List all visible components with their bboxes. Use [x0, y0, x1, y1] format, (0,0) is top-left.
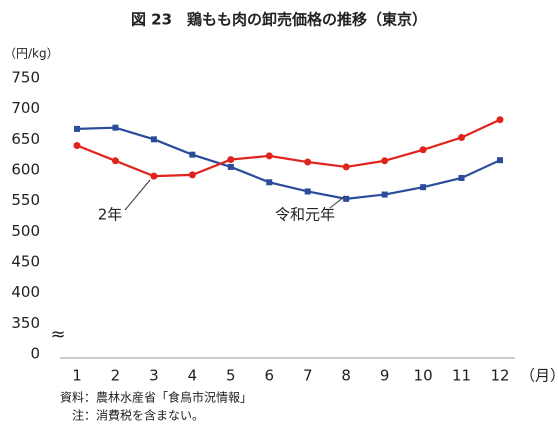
- marker: [112, 124, 119, 131]
- x-tick-label: 10: [414, 367, 433, 385]
- footnote: 注：消費税を含まない。: [72, 408, 204, 423]
- y-tick-label: 350: [11, 314, 40, 332]
- x-axis-label: （月）: [520, 367, 558, 385]
- x-tick-label: 2: [111, 367, 121, 385]
- y-tick-label: 550: [11, 191, 40, 209]
- marker: [73, 141, 81, 149]
- marker: [265, 152, 273, 160]
- leader-line: [329, 195, 346, 209]
- x-tick-label: 8: [341, 367, 351, 385]
- marker: [189, 151, 196, 158]
- y-tick-label: 650: [11, 130, 40, 148]
- marker: [342, 163, 350, 171]
- x-tick-label: 11: [452, 367, 471, 385]
- series-line: [76, 126, 501, 200]
- marker: [150, 136, 157, 143]
- marker: [458, 174, 465, 181]
- x-tick-label: 9: [380, 367, 390, 385]
- marker: [227, 156, 235, 164]
- marker: [496, 116, 504, 124]
- marker: [343, 195, 350, 202]
- x-tick-label: 4: [188, 367, 198, 385]
- marker: [266, 179, 273, 186]
- marker: [381, 191, 388, 198]
- marker: [150, 172, 158, 180]
- leader-line: [124, 179, 151, 211]
- y-tick-label: 750: [11, 69, 40, 87]
- y-tick-label: 450: [11, 253, 40, 271]
- y-tick-label: 400: [11, 283, 40, 301]
- x-tick-label: 7: [303, 367, 313, 385]
- marker: [458, 133, 466, 141]
- chart-title: 図 23 鶏もも肉の卸売価格の推移（東京）: [131, 11, 427, 29]
- series-line: [76, 118, 501, 178]
- marker: [227, 163, 234, 170]
- y-tick-label: 0: [30, 345, 40, 363]
- y-axis-label: （円/kg）: [4, 47, 59, 61]
- series-label: 2年: [98, 206, 123, 224]
- x-tick-label: 5: [226, 367, 236, 385]
- marker: [381, 157, 389, 165]
- source-note: 資料：農林水産省「食鳥市況情報」: [60, 390, 252, 405]
- x-tick-label: 3: [149, 367, 159, 385]
- marker: [304, 158, 312, 166]
- marker: [304, 188, 311, 195]
- y-tick-label: 600: [11, 161, 40, 179]
- x-tick-label: 12: [490, 367, 509, 385]
- marker: [74, 125, 80, 132]
- x-tick-label: 1: [72, 367, 82, 385]
- marker: [188, 171, 196, 179]
- series-label: 令和元年: [275, 206, 335, 224]
- y-tick-label: 500: [11, 222, 40, 240]
- y-tick-label: 700: [11, 99, 40, 117]
- x-tick-label: 6: [264, 367, 274, 385]
- axis-break: ≈: [50, 324, 65, 345]
- marker: [111, 157, 119, 165]
- marker: [497, 157, 503, 164]
- marker: [419, 146, 427, 154]
- marker: [420, 184, 427, 191]
